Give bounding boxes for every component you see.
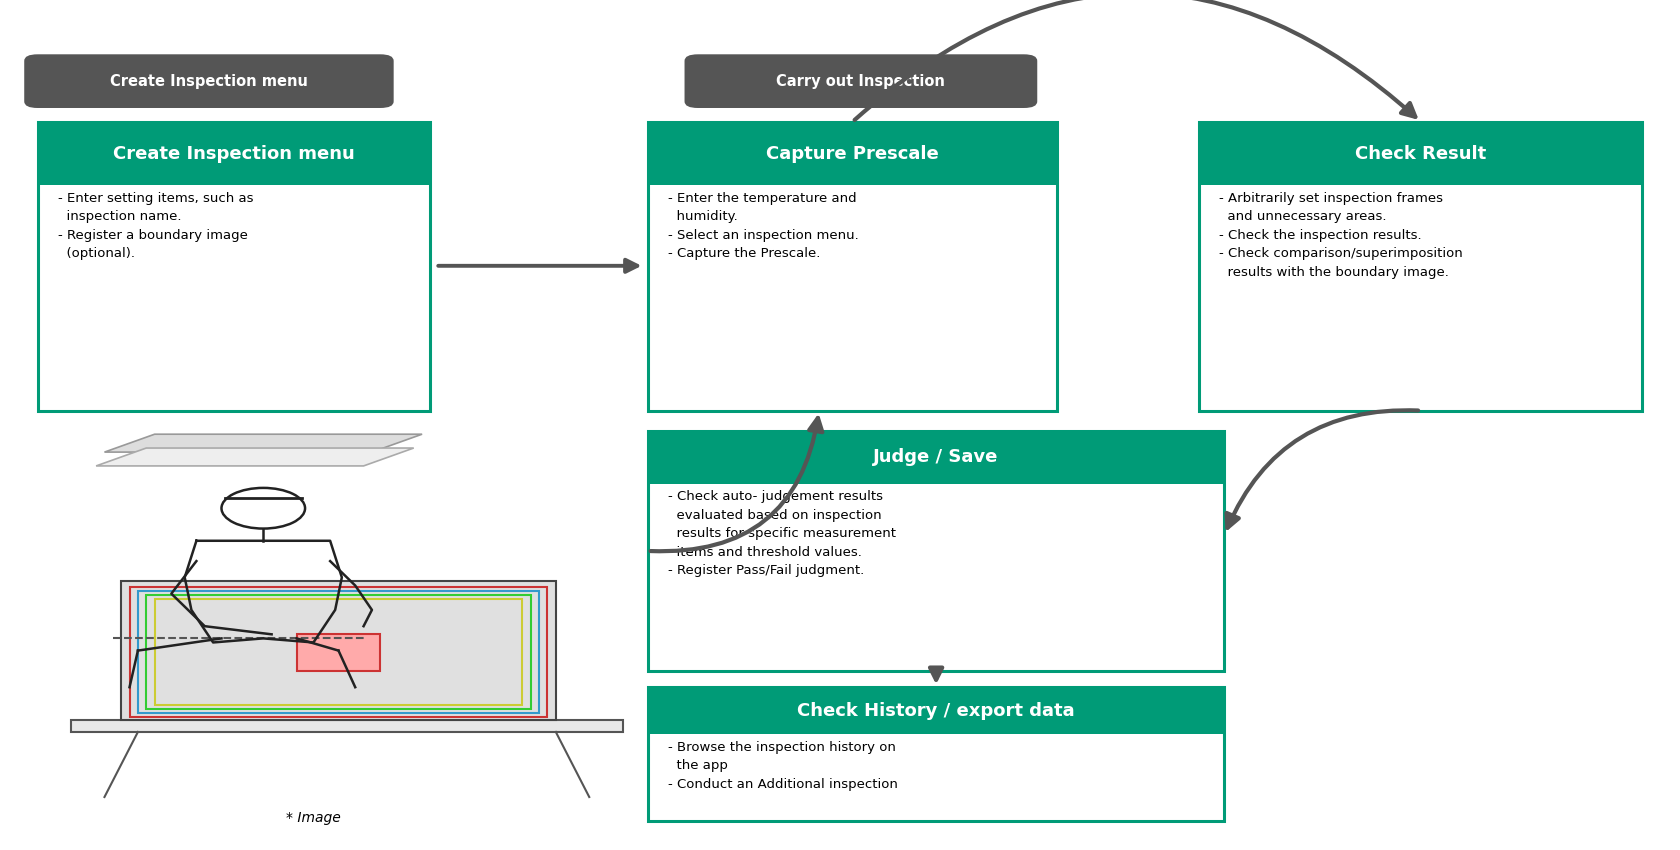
FancyBboxPatch shape — [648, 122, 1057, 185]
Text: - Enter setting items, such as
  inspection name.
- Register a boundary image
  : - Enter setting items, such as inspectio… — [57, 192, 254, 260]
Polygon shape — [71, 720, 623, 732]
Text: * Image: * Image — [286, 812, 341, 825]
FancyBboxPatch shape — [37, 185, 430, 411]
Text: Judge / Save: Judge / Save — [874, 448, 1000, 467]
Text: - Enter the temperature and
  humidity.
- Select an inspection menu.
- Capture t: - Enter the temperature and humidity. - … — [669, 192, 858, 260]
Text: Check Result: Check Result — [1356, 144, 1487, 162]
Text: Create Inspection menu: Create Inspection menu — [113, 144, 354, 162]
Text: - Browse the inspection history on
  the app
- Conduct an Additional inspection: - Browse the inspection history on the a… — [669, 740, 897, 791]
FancyBboxPatch shape — [648, 431, 1225, 484]
Text: - Arbitrarily set inspection frames
  and unnecessary areas.
- Check the inspect: - Arbitrarily set inspection frames and … — [1220, 192, 1463, 279]
FancyBboxPatch shape — [1200, 122, 1643, 185]
FancyBboxPatch shape — [684, 54, 1037, 108]
FancyBboxPatch shape — [648, 484, 1225, 671]
Polygon shape — [104, 434, 422, 452]
FancyBboxPatch shape — [24, 54, 393, 108]
FancyBboxPatch shape — [1200, 185, 1643, 411]
Polygon shape — [96, 448, 413, 466]
FancyBboxPatch shape — [648, 185, 1057, 411]
Text: Check History / export data: Check History / export data — [798, 702, 1075, 720]
FancyBboxPatch shape — [121, 581, 556, 720]
Text: - Check auto- judgement results
  evaluated based on inspection
  results for sp: - Check auto- judgement results evaluate… — [669, 490, 895, 577]
FancyBboxPatch shape — [648, 734, 1225, 821]
FancyBboxPatch shape — [37, 122, 430, 185]
Text: Carry out Inspection: Carry out Inspection — [776, 74, 946, 88]
FancyBboxPatch shape — [297, 634, 380, 671]
Text: Create Inspection menu: Create Inspection menu — [109, 74, 307, 88]
FancyBboxPatch shape — [648, 687, 1225, 734]
Text: Capture Prescale: Capture Prescale — [766, 144, 939, 162]
